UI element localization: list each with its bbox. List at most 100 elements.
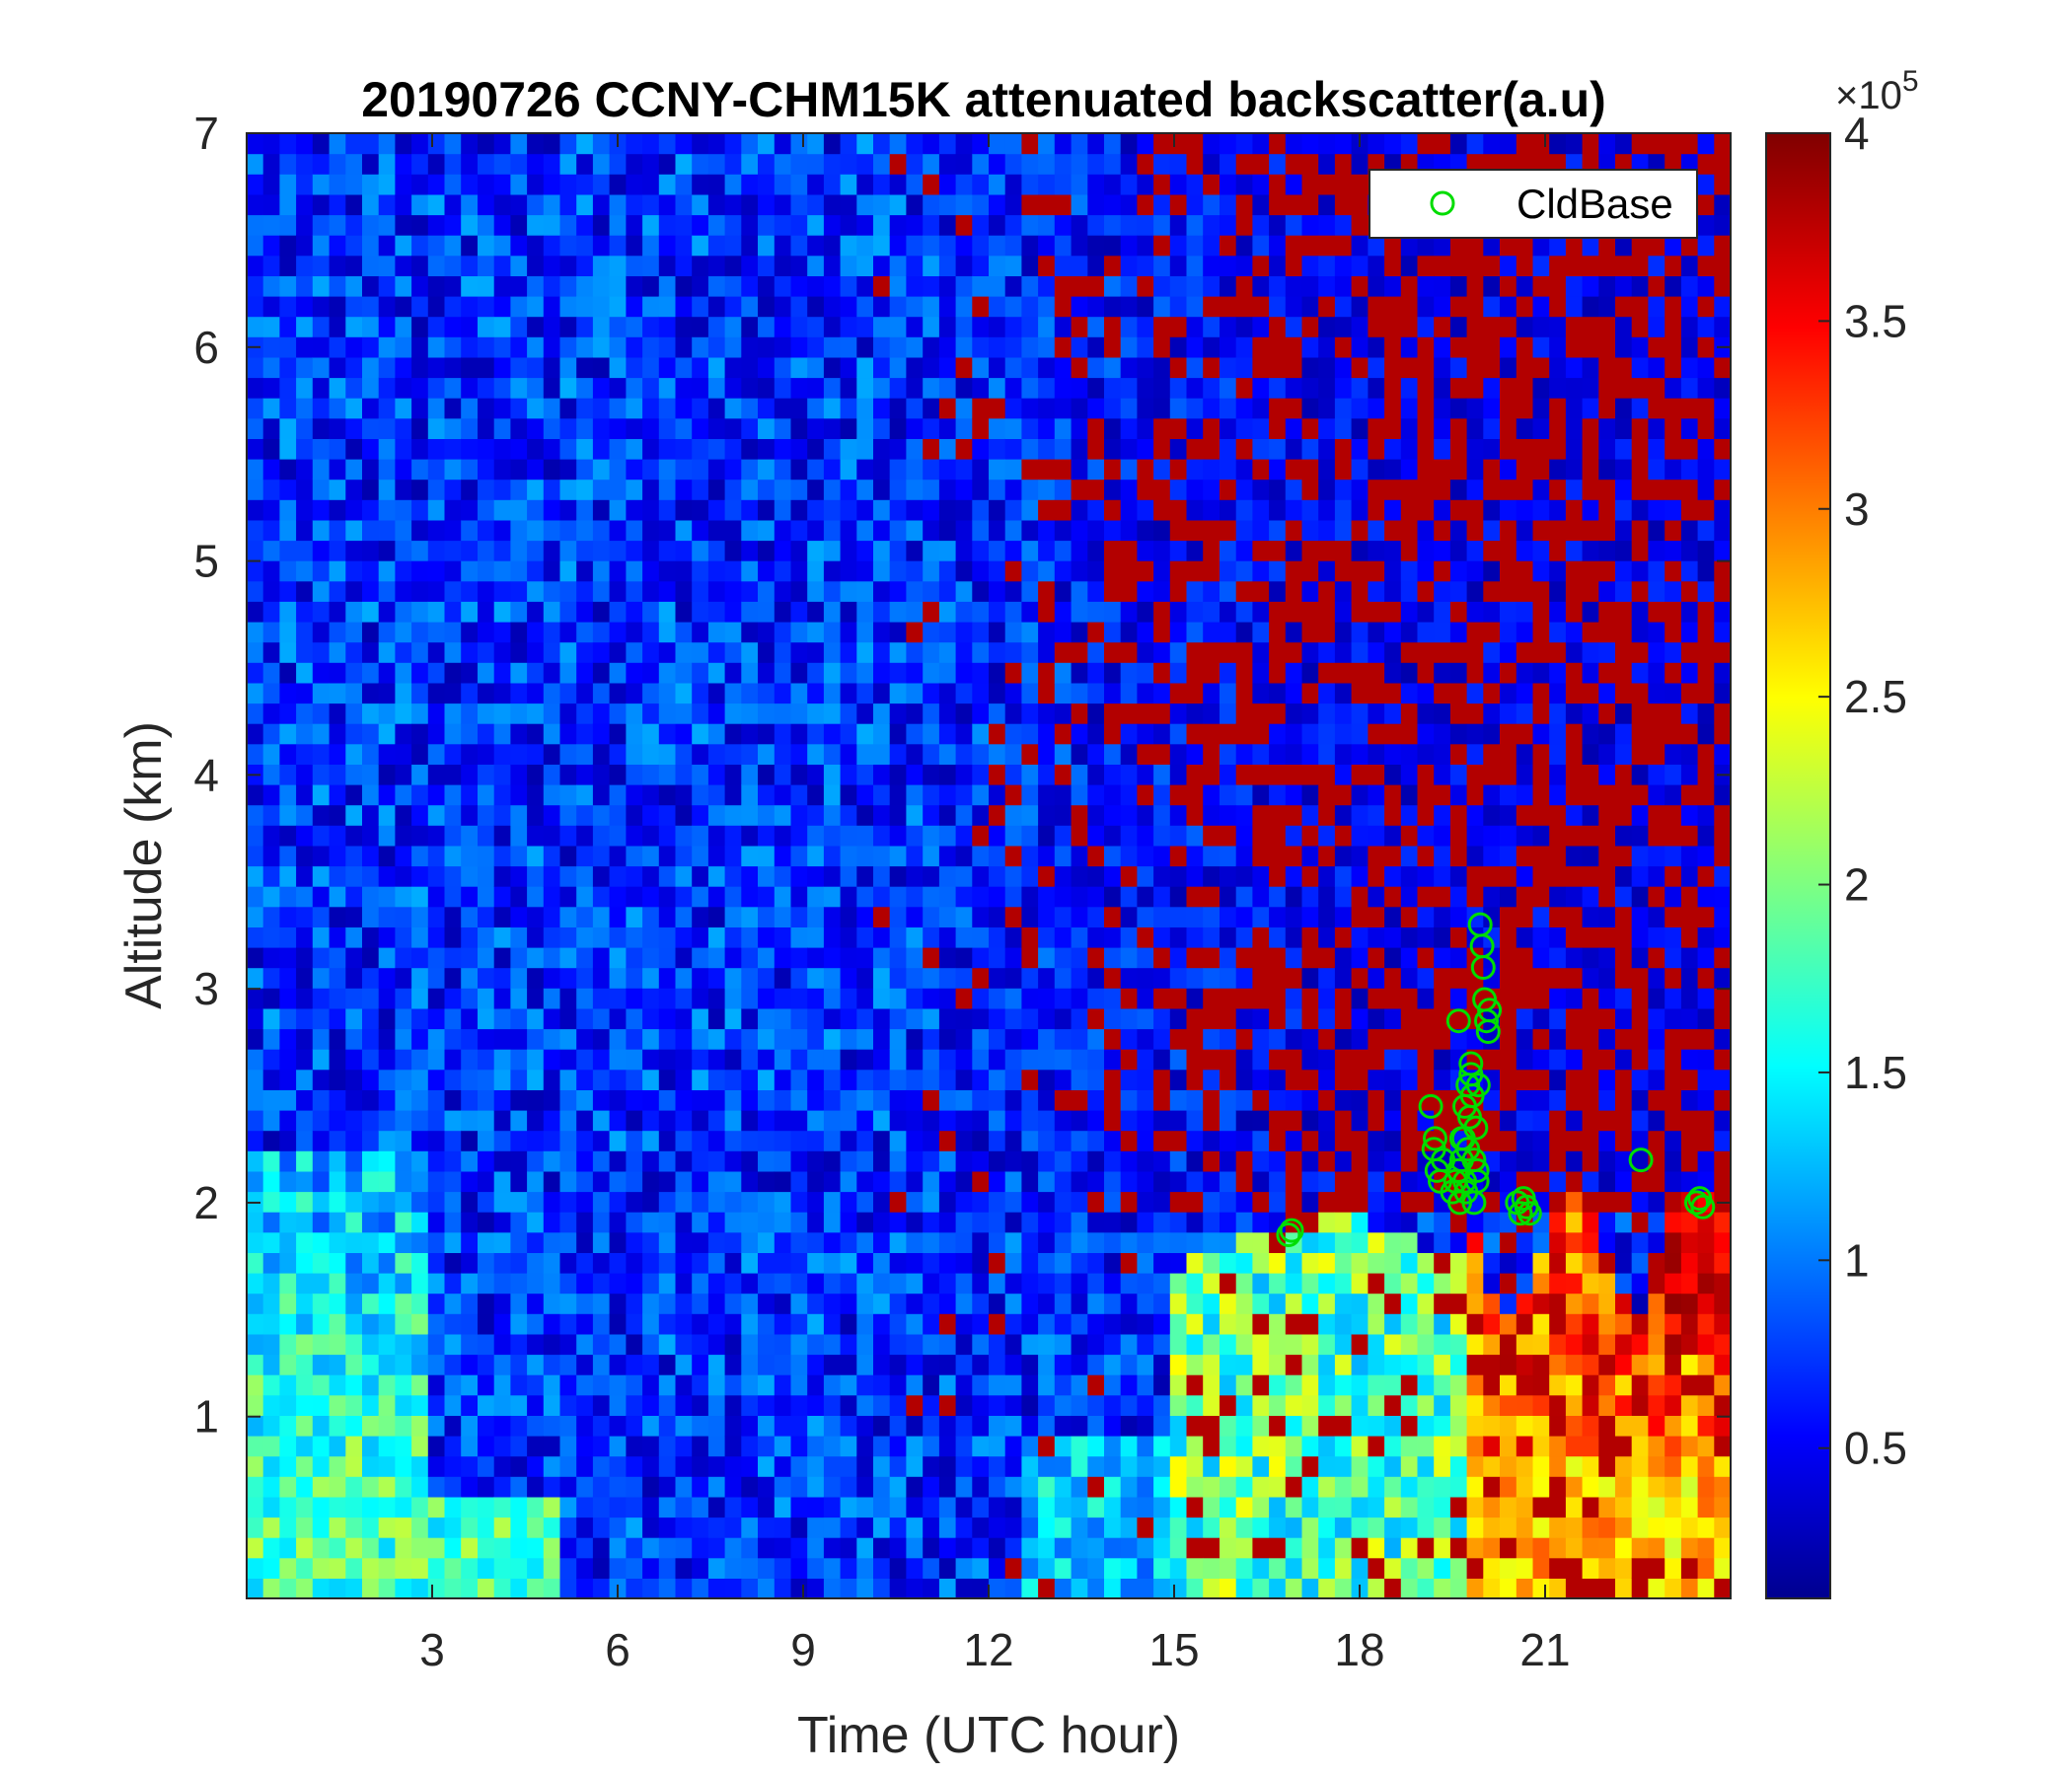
heatmap-cell [658,174,677,195]
heatmap-cell [1137,1110,1154,1132]
heatmap-cell [378,235,396,257]
heatmap-cell [774,988,792,1009]
heatmap-cell [444,926,462,948]
heatmap-cell [1351,1170,1369,1193]
heatmap-cell [658,723,677,745]
heatmap-cell [478,1231,495,1253]
heatmap-cell [707,865,726,887]
heatmap-cell [427,499,446,521]
heatmap-cell [543,703,561,724]
heatmap-cell [444,1333,462,1356]
heatmap-cell [1038,255,1056,276]
heatmap-cell [1169,417,1188,439]
heatmap-cell [724,825,742,847]
heatmap-cell [543,1557,561,1579]
heatmap-cell [724,764,742,785]
heatmap-cell [1301,580,1319,602]
heatmap-cell [972,296,990,318]
heatmap-cell [955,1476,973,1498]
heatmap-cell [493,1191,511,1213]
heatmap-cell [840,153,857,175]
heatmap-cell [675,926,693,948]
heatmap-cell [758,1170,776,1193]
heatmap-cell [427,1374,446,1396]
heatmap-cell [395,1150,412,1172]
heatmap-cell [1235,825,1253,847]
heatmap-cell [312,622,331,643]
heatmap-cell [559,1313,577,1335]
heatmap-cell [609,459,627,481]
heatmap-cell [262,1354,280,1375]
heatmap-cell [592,865,611,887]
heatmap-cell [1186,1354,1204,1375]
heatmap-cell [1186,622,1204,643]
heatmap-cell [938,1313,957,1335]
heatmap-cell [576,1374,594,1396]
heatmap-cell [692,662,709,684]
heatmap-cell [1021,1415,1039,1437]
heatmap-cell [938,1212,957,1233]
heatmap-cell [279,1231,297,1253]
heatmap-cell [1169,825,1188,847]
heatmap-cell [1071,479,1088,500]
heatmap-cell [1120,1273,1138,1295]
heatmap-cell [1071,1476,1088,1498]
heatmap-cell [692,398,709,419]
heatmap-cell [559,1455,577,1477]
heatmap-cell [1021,743,1039,765]
heatmap-cell [493,967,511,989]
heatmap-cell [1120,193,1138,216]
heatmap-cell [807,926,825,948]
heatmap-cell [1071,723,1088,745]
heatmap-cell [741,1517,759,1538]
heatmap-cell [312,560,331,582]
heatmap-cell [478,398,495,419]
heatmap-cell [362,1191,380,1213]
heatmap-cell [741,926,759,948]
heatmap-cell [923,743,940,765]
heatmap-cell [1301,622,1319,643]
heatmap-cell [411,398,429,419]
heatmap-cell [675,1455,693,1477]
heatmap-cell [576,1293,594,1314]
heatmap-cell [444,825,462,847]
heatmap-cell [989,988,1006,1009]
heatmap-cell [527,153,545,175]
heatmap-cell [1054,967,1073,989]
heatmap-cell [1235,601,1253,623]
heatmap-cell [247,906,264,927]
heatmap-cell [1269,174,1287,195]
heatmap-cell [1186,1537,1204,1559]
heatmap-cell [543,1333,561,1356]
heatmap-cell [626,601,643,623]
heatmap-cell [642,1069,660,1090]
heatmap-cell [1334,153,1353,175]
heatmap-cell [1021,601,1039,623]
heatmap-cell [774,1374,792,1396]
heatmap-cell [889,1374,907,1396]
heatmap-cell [510,540,528,561]
heatmap-cell [329,1394,346,1416]
heatmap-cell [559,641,577,663]
heatmap-cell [1235,1170,1253,1193]
heatmap-cell [1071,153,1088,175]
heatmap-cell [1285,1436,1303,1457]
heatmap-cell [262,1231,280,1253]
heatmap-cell [989,1212,1006,1233]
heatmap-cell [1021,1476,1039,1498]
heatmap-cell [1220,499,1237,521]
heatmap-cell [395,947,412,969]
heatmap-cell [642,356,660,379]
heatmap-cell [559,1496,577,1518]
heatmap-cell [626,398,643,419]
heatmap-cell [989,459,1006,481]
heatmap-cell [692,1415,709,1437]
heatmap-cell [955,1273,973,1295]
heatmap-cell [543,1069,561,1090]
heatmap-cell [692,1089,709,1111]
heatmap-cell [1153,275,1171,297]
heatmap-cell [1071,1313,1088,1335]
heatmap-cell [1169,926,1188,948]
heatmap-cell [1137,560,1154,582]
heatmap-cell [724,804,742,826]
